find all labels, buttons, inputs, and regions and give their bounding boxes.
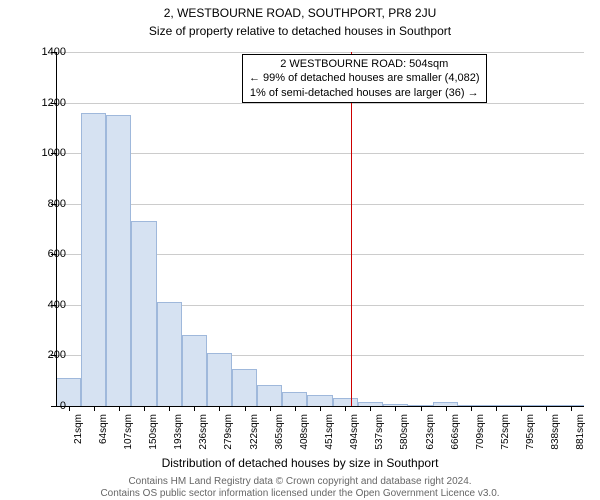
y-tick-label: 0: [30, 400, 66, 412]
info-box: 2 WESTBOURNE ROAD: 504sqm← 99% of detach…: [242, 54, 487, 103]
x-tick-label: 365sqm: [274, 414, 285, 450]
histogram-bar: [131, 221, 156, 406]
x-tick-label: 537sqm: [374, 414, 385, 450]
footer-line-2: Contains OS public sector information li…: [0, 488, 600, 500]
histogram-bar: [157, 302, 182, 406]
info-line-2: ← 99% of detached houses are smaller (4,…: [249, 71, 480, 85]
footer-text: Contains HM Land Registry data © Crown c…: [0, 476, 600, 500]
x-tick-label: 64sqm: [98, 414, 109, 444]
y-tick-label: 800: [30, 198, 66, 210]
x-tick-label: 279sqm: [223, 414, 234, 450]
grid-line: [56, 153, 584, 154]
x-tick-label: 709sqm: [475, 414, 486, 450]
footer-line-1: Contains HM Land Registry data © Crown c…: [0, 476, 600, 488]
x-tick-label: 881sqm: [575, 414, 586, 450]
x-tick-label: 623sqm: [425, 414, 436, 450]
y-tick-label: 1400: [30, 46, 66, 58]
histogram-bar: [257, 385, 282, 406]
grid-line: [56, 204, 584, 205]
x-tick-label: 451sqm: [324, 414, 335, 450]
y-tick-label: 1000: [30, 147, 66, 159]
x-tick-label: 150sqm: [148, 414, 159, 450]
x-tick-label: 21sqm: [73, 414, 84, 444]
chart-subtitle: Size of property relative to detached ho…: [0, 24, 600, 38]
x-tick-label: 752sqm: [500, 414, 511, 450]
histogram-bar: [106, 115, 131, 406]
y-tick-label: 1200: [30, 97, 66, 109]
x-tick-label: 408sqm: [299, 414, 310, 450]
plot-area: 21sqm64sqm107sqm150sqm193sqm236sqm279sqm…: [56, 52, 584, 406]
y-tick-label: 200: [30, 349, 66, 361]
x-axis-label: Distribution of detached houses by size …: [0, 456, 600, 470]
x-tick-label: 580sqm: [399, 414, 410, 450]
x-tick-label: 322sqm: [249, 414, 260, 450]
histogram-bar: [182, 335, 207, 406]
grid-line: [56, 52, 584, 53]
chart-container: 2, WESTBOURNE ROAD, SOUTHPORT, PR8 2JU S…: [0, 0, 600, 500]
x-tick-label: 193sqm: [173, 414, 184, 450]
histogram-bar: [307, 395, 332, 406]
histogram-bar: [282, 392, 307, 406]
chart-title: 2, WESTBOURNE ROAD, SOUTHPORT, PR8 2JU: [0, 6, 600, 20]
histogram-bar: [207, 353, 232, 406]
property-marker-line: [351, 52, 352, 406]
x-tick-label: 494sqm: [349, 414, 360, 450]
x-tick-label: 795sqm: [525, 414, 536, 450]
y-tick-label: 400: [30, 299, 66, 311]
y-tick-label: 600: [30, 248, 66, 260]
histogram-bar: [81, 113, 106, 406]
x-tick-label: 107sqm: [123, 414, 134, 450]
x-tick-label: 236sqm: [198, 414, 209, 450]
histogram-bar: [232, 369, 257, 406]
x-axis-line: [56, 406, 584, 407]
info-line-3: 1% of semi-detached houses are larger (3…: [249, 86, 480, 100]
histogram-bar: [333, 398, 358, 406]
x-tick-label: 838sqm: [550, 414, 561, 450]
x-tick-label: 666sqm: [450, 414, 461, 450]
info-line-1: 2 WESTBOURNE ROAD: 504sqm: [249, 57, 480, 71]
